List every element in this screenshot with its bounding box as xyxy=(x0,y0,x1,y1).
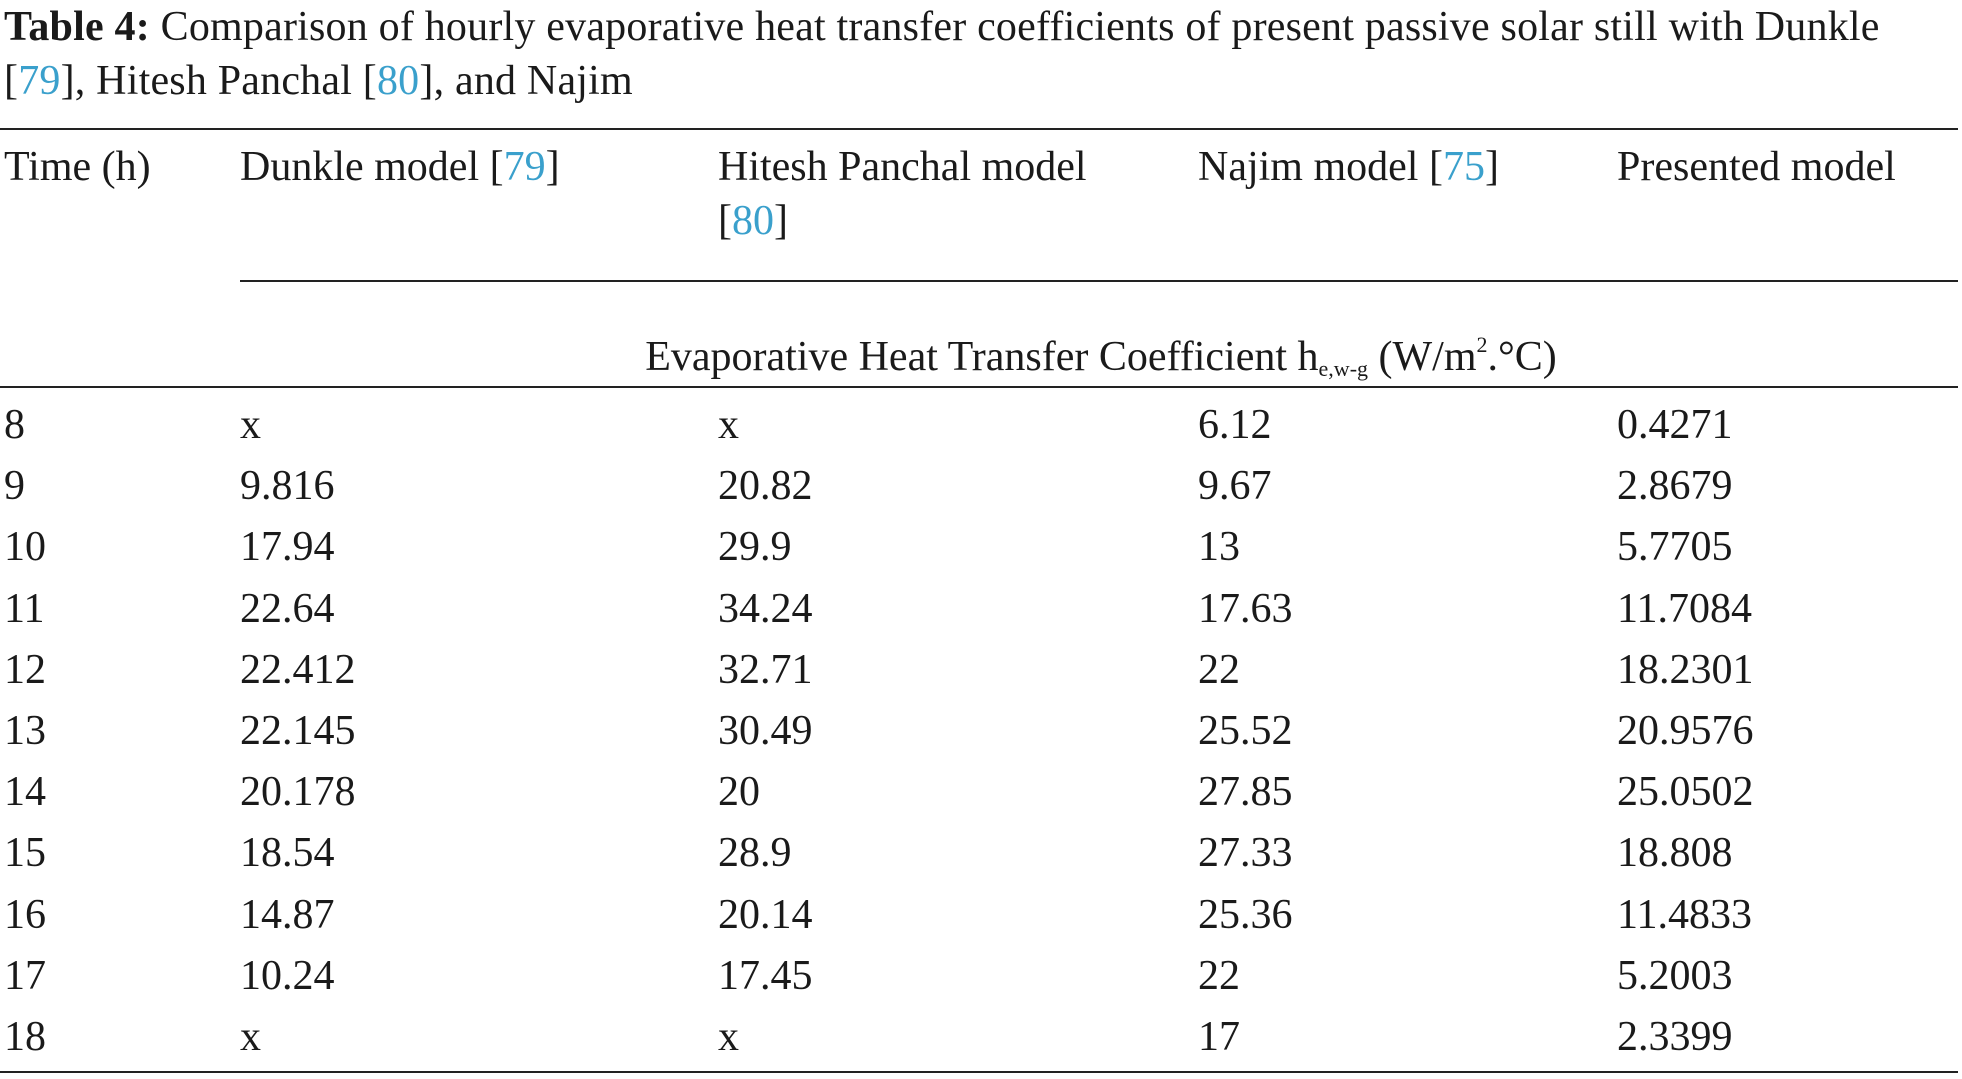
cell-najim: 13 xyxy=(1198,524,1240,571)
cell-dunkle: x xyxy=(240,1014,261,1060)
cell-dunkle: 22.145 xyxy=(240,708,356,754)
cell-hitesh: 29.9 xyxy=(718,524,792,571)
caption-text-3: ], and Najim xyxy=(419,58,633,104)
cell-hitesh: 20 xyxy=(718,769,760,816)
cell-presented: 18.808 xyxy=(1617,830,1733,877)
cell-hitesh: 28.9 xyxy=(718,830,792,877)
cell-najim: 17.63 xyxy=(1198,585,1293,632)
body-top-rule xyxy=(0,386,1958,388)
cell-dunkle: x xyxy=(240,402,261,448)
unit-superscript: 2 xyxy=(1476,332,1488,357)
cell-dunkle: 20.178 xyxy=(240,769,356,816)
header-hitesh: Hitesh Panchal model [80] xyxy=(718,140,1168,248)
header-najim: Najim model [75] xyxy=(1198,140,1499,194)
header-ref-80-link[interactable]: 80 xyxy=(732,198,774,244)
header-dunkle: Dunkle model [79] xyxy=(240,140,560,194)
cell-presented: 20.9576 xyxy=(1617,708,1754,754)
cell-time: 17 xyxy=(4,952,46,999)
table-bottom-rule xyxy=(0,1071,1958,1073)
cell-time: 9 xyxy=(4,463,25,510)
cell-presented: 0.4271 xyxy=(1617,402,1733,448)
cell-hitesh: x xyxy=(718,1014,739,1060)
header-time: Time (h) xyxy=(4,144,151,190)
cell-najim: 27.33 xyxy=(1198,830,1293,877)
cell-hitesh: 20.82 xyxy=(718,463,813,510)
cell-hitesh: 17.45 xyxy=(718,952,813,999)
cell-time: 12 xyxy=(4,646,46,693)
cell-time: 14 xyxy=(4,769,46,816)
header-hitesh-label: Hitesh Panchal model xyxy=(718,144,1087,190)
cell-najim: 6.12 xyxy=(1198,402,1272,448)
caption-ref-79-link[interactable]: 79 xyxy=(18,58,61,104)
cell-dunkle: 10.24 xyxy=(240,952,335,999)
cell-hitesh: x xyxy=(718,402,739,448)
cell-hitesh: 20.14 xyxy=(718,891,813,938)
header-sub-rule xyxy=(240,280,1958,282)
cell-hitesh: 34.24 xyxy=(718,585,813,632)
unit-part-a: (W/m xyxy=(1368,334,1477,380)
caption-text-1: Comparison of hourly evaporative heat tr… xyxy=(4,4,1880,104)
cell-najim: 22 xyxy=(1198,646,1240,693)
table-caption: Table 4: Comparison of hourly evaporativ… xyxy=(4,0,1959,108)
cell-presented: 5.7705 xyxy=(1617,524,1733,571)
cell-time: 16 xyxy=(4,891,46,938)
cell-time: 10 xyxy=(4,524,46,571)
cell-najim: 17 xyxy=(1198,1014,1240,1060)
table-label: Table 4: xyxy=(4,4,150,50)
cell-dunkle: 22.64 xyxy=(240,585,335,632)
cell-najim: 9.67 xyxy=(1198,463,1272,510)
cell-presented: 5.2003 xyxy=(1617,952,1733,999)
cell-hitesh: 32.71 xyxy=(718,646,813,693)
cell-dunkle: 9.816 xyxy=(240,463,335,510)
unit-row: Evaporative Heat Transfer Coefficient he… xyxy=(240,318,1962,396)
header-presented: Presented model xyxy=(1617,144,1896,190)
header-dunkle-label: Dunkle model [ xyxy=(240,144,504,190)
cell-time: 15 xyxy=(4,830,46,877)
header-ref-75-link[interactable]: 75 xyxy=(1442,144,1485,190)
unit-subscript: e,w-g xyxy=(1318,356,1369,381)
cell-time: 11 xyxy=(4,585,45,632)
cell-dunkle: 14.87 xyxy=(240,891,335,938)
cell-najim: 25.52 xyxy=(1198,708,1293,754)
cell-dunkle: 18.54 xyxy=(240,830,335,877)
cell-presented: 18.2301 xyxy=(1617,646,1754,693)
cell-time: 13 xyxy=(4,708,46,754)
header-dunkle-bracket: ] xyxy=(545,144,560,190)
header-hitesh-open-bracket: [ xyxy=(718,198,732,244)
cell-najim: 25.36 xyxy=(1198,891,1293,938)
cell-presented: 2.8679 xyxy=(1617,463,1733,510)
cell-najim: 27.85 xyxy=(1198,769,1293,816)
cell-hitesh: 30.49 xyxy=(718,708,813,754)
caption-text-2: ], Hitesh Panchal [ xyxy=(60,58,377,104)
header-ref-79-link[interactable]: 79 xyxy=(503,144,546,190)
cell-najim: 22 xyxy=(1198,952,1240,999)
header-najim-bracket: ] xyxy=(1484,144,1499,190)
cell-dunkle: 22.412 xyxy=(240,646,356,693)
unit-label: Evaporative Heat Transfer Coefficient h xyxy=(645,334,1319,380)
header-hitesh-close-bracket: ] xyxy=(774,198,788,244)
unit-part-b: .°C) xyxy=(1487,334,1557,380)
table-top-rule xyxy=(0,128,1958,130)
header-najim-label: Najim model [ xyxy=(1198,144,1443,190)
cell-presented: 11.7084 xyxy=(1617,585,1752,632)
caption-ref-80-link[interactable]: 80 xyxy=(376,58,420,104)
cell-time: 18 xyxy=(4,1014,46,1060)
cell-dunkle: 17.94 xyxy=(240,524,335,571)
cell-presented: 2.3399 xyxy=(1617,1014,1733,1060)
cell-presented: 11.4833 xyxy=(1617,891,1752,938)
cell-time: 8 xyxy=(4,402,25,448)
cell-presented: 25.0502 xyxy=(1617,769,1754,816)
